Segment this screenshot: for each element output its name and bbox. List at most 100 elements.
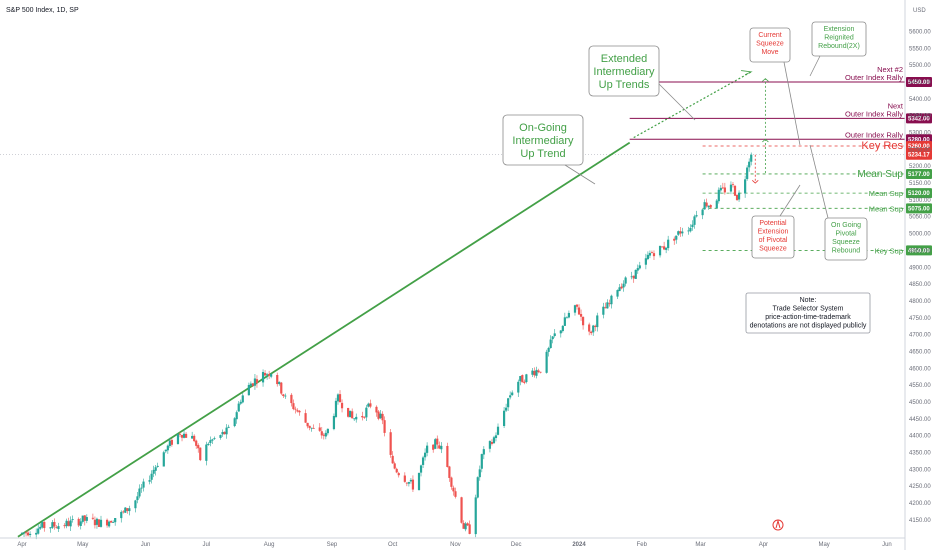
candle bbox=[502, 410, 506, 426]
candle bbox=[65, 520, 68, 527]
candle bbox=[648, 253, 652, 256]
candle bbox=[255, 379, 259, 384]
candle bbox=[547, 348, 550, 352]
candle bbox=[207, 443, 210, 445]
candle bbox=[531, 370, 534, 375]
candle bbox=[349, 410, 352, 418]
candle bbox=[737, 192, 741, 200]
price-tick-label: 5000.00 bbox=[909, 232, 931, 238]
candle bbox=[519, 376, 522, 382]
candle bbox=[675, 235, 678, 240]
annotation-squeeze-text: Squeeze bbox=[756, 41, 784, 48]
label-next-a: Next bbox=[888, 101, 904, 110]
candle bbox=[326, 428, 329, 434]
candle bbox=[112, 522, 115, 523]
candle bbox=[606, 302, 609, 309]
candle bbox=[573, 305, 577, 313]
candle bbox=[474, 497, 477, 535]
time-tick-label: May bbox=[77, 542, 88, 548]
candle bbox=[419, 465, 423, 473]
candle bbox=[644, 258, 647, 265]
candle bbox=[148, 480, 151, 482]
candle bbox=[284, 395, 287, 397]
candle bbox=[620, 286, 623, 289]
candle bbox=[636, 268, 639, 271]
time-tick-label: 2024 bbox=[572, 542, 586, 548]
candle bbox=[55, 527, 58, 529]
candle bbox=[292, 403, 295, 410]
projection-down-arrowhead bbox=[751, 180, 759, 184]
price-tick-label: 5400.00 bbox=[909, 97, 931, 103]
candle bbox=[108, 521, 111, 527]
candle bbox=[239, 401, 242, 404]
level-badge bbox=[906, 141, 932, 151]
candle bbox=[298, 410, 301, 413]
price-tick-label: 4900.00 bbox=[909, 265, 931, 271]
time-tick-label: Jun bbox=[141, 542, 151, 548]
price-tick-label: 5200.00 bbox=[909, 164, 931, 170]
price-tick-label: 4450.00 bbox=[909, 417, 931, 423]
candle bbox=[746, 167, 749, 179]
candle bbox=[395, 468, 398, 473]
time-tick-label: Sep bbox=[327, 542, 338, 548]
candle bbox=[126, 508, 129, 511]
candle bbox=[268, 374, 271, 376]
candle bbox=[166, 445, 169, 451]
candle bbox=[361, 415, 364, 418]
current-price-value: 5234.17 bbox=[908, 153, 930, 159]
candle bbox=[545, 351, 548, 373]
annotation-extended-box bbox=[588, 45, 660, 97]
candle bbox=[227, 426, 230, 428]
candle bbox=[494, 435, 498, 439]
candle bbox=[434, 439, 437, 449]
candle bbox=[351, 411, 354, 419]
candle bbox=[296, 410, 299, 412]
annotation-extended-text: Intermediary bbox=[593, 66, 655, 78]
annotation-reignited-text: Rebound(2X) bbox=[818, 43, 860, 50]
candle bbox=[49, 527, 52, 529]
candle bbox=[482, 449, 485, 455]
candle bbox=[748, 161, 751, 168]
candle bbox=[310, 427, 313, 429]
candle bbox=[750, 154, 753, 162]
annotation-pivotal-text: Rebound bbox=[832, 248, 861, 255]
candle bbox=[114, 518, 117, 523]
candle bbox=[432, 444, 435, 450]
price-tick-label: 4700.00 bbox=[909, 333, 931, 339]
candle bbox=[551, 336, 554, 340]
candle bbox=[397, 473, 400, 476]
candle bbox=[353, 418, 356, 420]
candle bbox=[411, 479, 415, 490]
candle bbox=[263, 372, 267, 376]
level-badge bbox=[906, 113, 932, 124]
candle bbox=[128, 508, 131, 512]
price-tick-label: 4400.00 bbox=[909, 434, 931, 440]
price-tick-label: 4850.00 bbox=[909, 282, 931, 288]
candle bbox=[312, 427, 315, 429]
time-tick-label: Apr bbox=[17, 542, 26, 548]
level-badge bbox=[906, 77, 932, 87]
candle bbox=[632, 275, 635, 279]
candle bbox=[320, 431, 323, 436]
candle bbox=[265, 374, 269, 376]
level-badge-value: 5342.00 bbox=[908, 116, 930, 122]
candle bbox=[594, 325, 597, 328]
candle bbox=[308, 425, 311, 428]
candle bbox=[168, 440, 171, 447]
candle bbox=[553, 333, 556, 336]
candle bbox=[460, 497, 463, 523]
candle bbox=[324, 432, 327, 437]
candle bbox=[588, 324, 591, 332]
candle bbox=[610, 295, 613, 305]
candle bbox=[638, 265, 641, 269]
candle bbox=[667, 239, 670, 249]
annotation-ongoing-pointer bbox=[564, 164, 596, 185]
level-badge bbox=[906, 188, 932, 199]
candle bbox=[391, 455, 394, 464]
candle bbox=[480, 454, 483, 469]
level-badge-value: 5280.00 bbox=[908, 137, 930, 143]
candle bbox=[365, 407, 368, 418]
candle bbox=[270, 374, 273, 377]
